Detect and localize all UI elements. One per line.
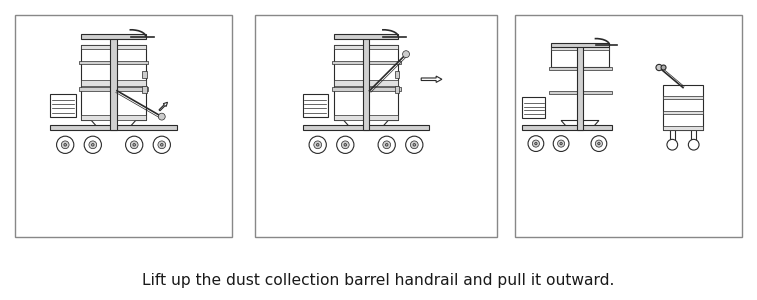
Polygon shape — [91, 119, 136, 130]
Circle shape — [316, 143, 319, 146]
Bar — [50, 94, 76, 117]
Circle shape — [344, 143, 347, 146]
Circle shape — [158, 113, 165, 120]
Bar — [15, 15, 232, 237]
Bar — [81, 45, 145, 49]
Circle shape — [591, 136, 607, 152]
Circle shape — [688, 140, 699, 150]
Bar — [663, 111, 702, 114]
Circle shape — [410, 141, 418, 149]
Bar — [79, 87, 148, 91]
Circle shape — [656, 64, 662, 70]
Bar — [394, 71, 400, 78]
Circle shape — [158, 141, 166, 149]
Circle shape — [57, 136, 74, 153]
Circle shape — [314, 141, 322, 149]
Bar — [79, 61, 148, 64]
Circle shape — [92, 143, 94, 146]
Bar — [81, 80, 145, 86]
Bar — [394, 86, 400, 93]
Circle shape — [558, 140, 565, 147]
Circle shape — [595, 140, 603, 147]
Circle shape — [528, 136, 544, 152]
Circle shape — [337, 136, 354, 153]
Bar — [670, 130, 675, 141]
Circle shape — [126, 136, 143, 153]
Circle shape — [667, 140, 678, 150]
Circle shape — [133, 143, 136, 146]
Circle shape — [84, 136, 101, 153]
Bar — [255, 15, 497, 237]
Circle shape — [661, 65, 666, 70]
Bar — [663, 126, 702, 130]
Circle shape — [534, 142, 537, 145]
Circle shape — [160, 143, 163, 146]
Circle shape — [89, 141, 97, 149]
Bar — [549, 67, 612, 70]
Bar — [81, 45, 145, 119]
FancyArrow shape — [421, 76, 442, 83]
Circle shape — [553, 136, 569, 152]
Circle shape — [385, 143, 388, 146]
Circle shape — [406, 136, 423, 153]
Circle shape — [383, 141, 391, 149]
Bar — [110, 37, 117, 130]
Bar — [515, 15, 742, 237]
FancyArrow shape — [159, 102, 167, 111]
Bar — [332, 87, 400, 91]
Bar — [550, 43, 609, 47]
Bar — [81, 34, 145, 39]
Polygon shape — [343, 119, 389, 130]
Circle shape — [61, 141, 69, 149]
Bar — [663, 96, 702, 99]
Circle shape — [341, 141, 349, 149]
Bar — [577, 45, 583, 130]
Bar — [334, 115, 398, 119]
Circle shape — [153, 136, 170, 153]
Bar — [142, 71, 147, 78]
Bar — [550, 46, 609, 50]
Bar — [363, 37, 369, 130]
Bar — [334, 45, 398, 119]
Circle shape — [130, 141, 138, 149]
Bar — [691, 130, 696, 141]
Bar — [663, 85, 702, 130]
Bar — [522, 98, 545, 118]
Circle shape — [413, 143, 416, 146]
Circle shape — [309, 136, 326, 153]
Bar — [303, 94, 328, 117]
Bar — [332, 61, 400, 64]
Bar — [550, 47, 609, 67]
Circle shape — [560, 142, 562, 145]
Circle shape — [532, 140, 540, 147]
Circle shape — [378, 136, 395, 153]
Circle shape — [64, 143, 67, 146]
Bar — [549, 91, 612, 94]
Bar — [334, 34, 398, 39]
Text: Lift up the dust collection barrel handrail and pull it outward.: Lift up the dust collection barrel handr… — [142, 273, 615, 288]
Bar — [303, 125, 429, 130]
Circle shape — [403, 51, 410, 58]
Bar — [50, 125, 176, 130]
Bar — [142, 86, 147, 93]
Bar — [334, 80, 398, 86]
Bar — [81, 115, 145, 119]
Circle shape — [598, 142, 600, 145]
Polygon shape — [561, 121, 599, 130]
Bar — [522, 125, 612, 130]
Bar — [334, 45, 398, 49]
